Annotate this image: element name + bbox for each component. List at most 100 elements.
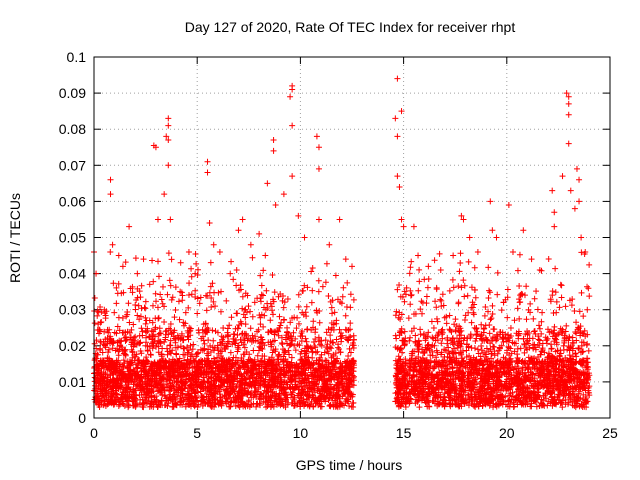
data-point xyxy=(239,305,246,312)
data-point xyxy=(238,320,245,327)
data-point xyxy=(319,283,326,290)
y-tick-label: 0.06 xyxy=(59,193,86,209)
data-point xyxy=(166,277,173,284)
data-point xyxy=(281,349,288,356)
data-point xyxy=(284,295,291,302)
data-point xyxy=(267,317,274,324)
data-point xyxy=(316,319,323,326)
data-point xyxy=(164,291,171,298)
data-point xyxy=(179,337,186,344)
data-point xyxy=(350,296,357,303)
data-point xyxy=(236,322,243,329)
data-point xyxy=(315,334,322,341)
data-points xyxy=(91,75,593,411)
data-point xyxy=(168,256,175,263)
data-point xyxy=(249,254,256,261)
data-point xyxy=(327,332,334,339)
data-point xyxy=(333,317,340,324)
data-point xyxy=(287,341,294,348)
data-point xyxy=(149,257,156,264)
data-point xyxy=(309,287,316,294)
data-point xyxy=(261,353,268,360)
x-tick-label: 5 xyxy=(193,425,201,441)
data-point xyxy=(234,331,241,338)
data-point xyxy=(278,319,285,326)
data-point xyxy=(253,403,260,410)
x-tick-label: 10 xyxy=(293,425,309,441)
y-tick-label: 0.05 xyxy=(59,230,86,246)
data-point xyxy=(301,353,308,360)
data-point xyxy=(338,379,345,386)
data-point xyxy=(188,351,195,358)
data-point xyxy=(180,345,187,352)
x-tick-label: 15 xyxy=(396,425,412,441)
x-tick-label: 20 xyxy=(499,425,515,441)
data-point xyxy=(126,319,133,326)
y-tick-label: 0.1 xyxy=(67,49,87,65)
y-tick-label: 0.01 xyxy=(59,374,86,390)
data-point xyxy=(117,342,124,349)
data-point xyxy=(290,329,297,336)
data-point xyxy=(142,314,149,321)
data-point xyxy=(347,304,354,311)
y-tick-label: 0.08 xyxy=(59,121,86,137)
data-point xyxy=(224,383,231,390)
data-point xyxy=(192,251,199,258)
data-point xyxy=(350,345,357,352)
data-point xyxy=(244,292,251,299)
data-point xyxy=(227,349,234,356)
data-point xyxy=(155,258,162,265)
data-point xyxy=(192,287,199,294)
data-point xyxy=(349,341,356,348)
data-point xyxy=(323,329,330,336)
data-point xyxy=(242,314,249,321)
data-point xyxy=(104,326,111,333)
data-point xyxy=(226,322,233,329)
data-point xyxy=(188,273,195,280)
data-point xyxy=(110,280,117,287)
data-point xyxy=(138,282,145,289)
data-point xyxy=(331,309,338,316)
data-point xyxy=(281,299,288,306)
data-point xyxy=(333,336,340,343)
data-point xyxy=(218,288,225,295)
data-point xyxy=(136,332,143,339)
data-point xyxy=(135,302,142,309)
data-point xyxy=(258,339,265,346)
data-point xyxy=(123,398,130,405)
data-point xyxy=(257,298,264,305)
data-point xyxy=(161,303,168,310)
data-point xyxy=(159,345,166,352)
data-point xyxy=(142,380,149,387)
data-point xyxy=(225,398,232,405)
data-point xyxy=(185,336,192,343)
data-point xyxy=(319,358,326,365)
data-point xyxy=(196,300,203,307)
data-point xyxy=(250,347,257,354)
data-point xyxy=(254,352,261,359)
data-point xyxy=(142,320,149,327)
data-point xyxy=(212,303,219,310)
data-point xyxy=(350,404,357,411)
data-point xyxy=(138,325,145,332)
data-point xyxy=(250,337,257,344)
data-point xyxy=(257,340,264,347)
data-point xyxy=(342,312,349,319)
data-point xyxy=(275,332,282,339)
data-point xyxy=(137,339,144,346)
data-point xyxy=(280,304,287,311)
y-axis-label: ROTI / TECUs xyxy=(7,193,23,283)
data-point xyxy=(91,320,98,327)
data-point xyxy=(159,300,166,307)
data-point xyxy=(299,309,306,316)
data-point xyxy=(102,398,109,405)
x-tick-label: 0 xyxy=(90,425,98,441)
x-tick-label: 25 xyxy=(602,425,618,441)
grid-lines xyxy=(94,57,610,418)
data-point xyxy=(314,348,321,355)
data-point xyxy=(99,349,106,356)
data-point xyxy=(167,342,174,349)
data-point xyxy=(256,312,263,319)
y-tick-label: 0 xyxy=(78,410,86,426)
